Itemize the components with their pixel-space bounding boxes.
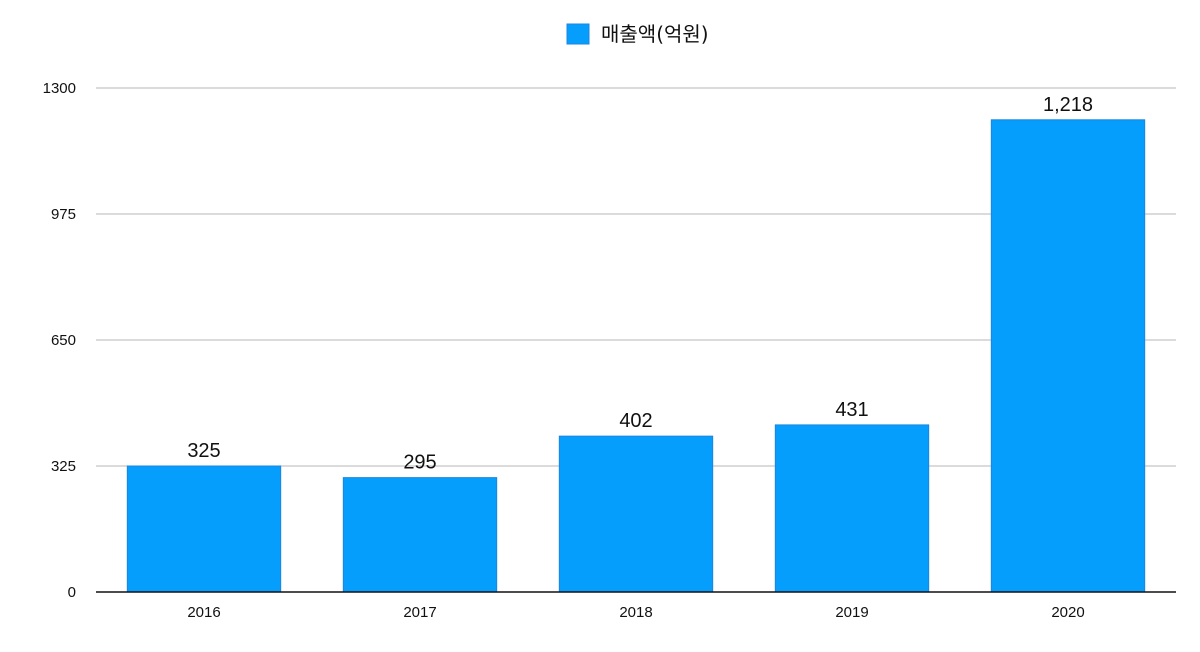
x-tick-label: 2020 [1051, 604, 1084, 621]
y-tick-label: 325 [51, 458, 76, 475]
y-tick-label: 975 [51, 206, 76, 223]
bars [126, 119, 1146, 593]
y-axis-tick-labels: 0 325 650 975 1300 [43, 80, 76, 601]
data-labels: 325 295 402 431 1,218 [187, 94, 1093, 474]
x-tick-label: 2016 [187, 604, 220, 621]
x-axis-tick-labels: 2016 2017 2018 2019 2020 [187, 604, 1084, 621]
data-label: 1,218 [1043, 94, 1093, 116]
bar [774, 424, 930, 593]
bar [558, 435, 714, 593]
y-tick-label: 1300 [43, 80, 76, 97]
legend-swatch [566, 23, 590, 45]
x-tick-label: 2017 [403, 604, 436, 621]
x-tick-label: 2019 [835, 604, 868, 621]
y-tick-label: 650 [51, 332, 76, 349]
data-label: 295 [403, 452, 436, 474]
legend: 매출액(억원) [566, 22, 709, 46]
data-label: 402 [619, 410, 652, 432]
bar [990, 119, 1146, 593]
bar [126, 465, 282, 593]
bar [342, 477, 498, 593]
data-label: 431 [835, 399, 868, 421]
x-tick-label: 2018 [619, 604, 652, 621]
data-label: 325 [187, 440, 220, 462]
legend-label: 매출액(억원) [601, 22, 709, 46]
y-tick-label: 0 [68, 584, 76, 601]
